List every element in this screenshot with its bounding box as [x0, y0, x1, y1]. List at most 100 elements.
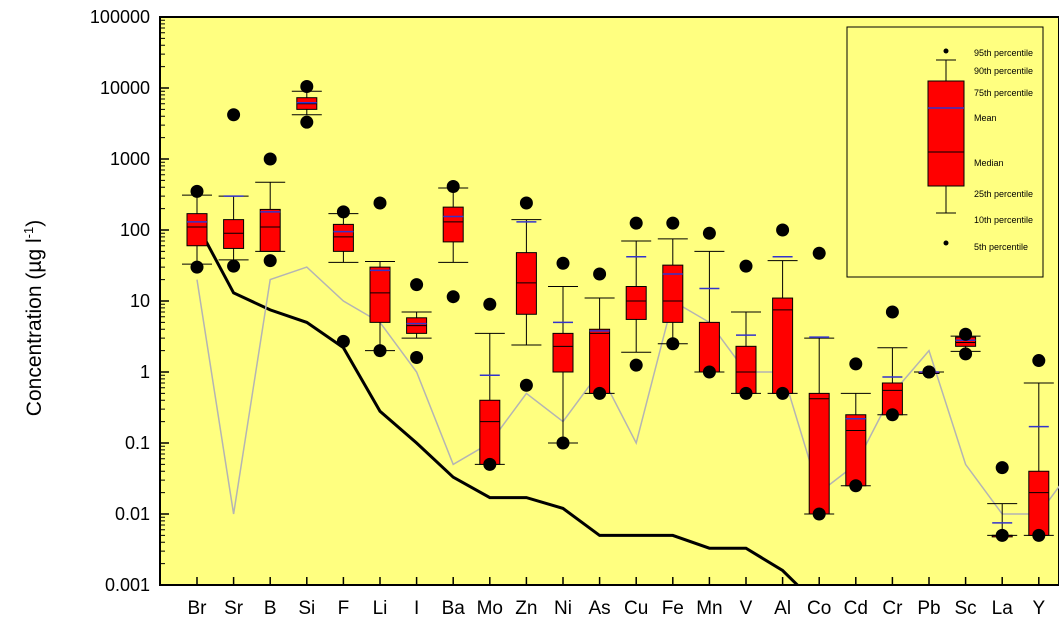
iqr-box — [698, 321, 720, 373]
p5-dot — [483, 457, 497, 471]
iqr-box — [223, 219, 245, 249]
x-tick-label: As — [589, 598, 611, 619]
box-La — [987, 461, 1018, 542]
p5-dot — [776, 386, 790, 400]
iqr-box — [662, 264, 684, 323]
x-tick-label: Ni — [554, 598, 572, 619]
p95-dot — [739, 259, 753, 273]
x-tick-label: Mo — [477, 598, 503, 619]
y-tick-label: 100000 — [90, 7, 150, 27]
y-tick-label: 0.01 — [115, 504, 150, 524]
x-tick-label: Sc — [955, 598, 977, 619]
x-tick-label: Fe — [662, 598, 684, 619]
reference-line-grey — [196, 266, 1059, 515]
legend-p5-dot — [943, 240, 949, 246]
legend-label-p90: 90th percentile — [974, 66, 1033, 76]
y-tick-label: 10000 — [100, 78, 150, 98]
iqr-box — [1028, 470, 1050, 536]
p95-dot — [263, 152, 277, 166]
legend-label-mean: Mean — [974, 113, 997, 123]
p5-dot — [263, 254, 277, 268]
p5-dot — [373, 344, 387, 358]
p5-dot — [702, 365, 716, 379]
x-tick-label: Si — [298, 598, 315, 619]
p95-dot — [446, 179, 460, 193]
p5-dot — [446, 290, 460, 304]
iqr-box — [369, 266, 391, 323]
p95-dot — [885, 305, 899, 319]
legend-box — [927, 80, 965, 187]
iqr-box — [552, 332, 574, 373]
p5-dot — [849, 479, 863, 493]
p95-dot — [410, 278, 424, 292]
box-Cd — [840, 357, 871, 493]
box-Cr — [877, 305, 908, 422]
box-Cu — [621, 216, 652, 372]
x-tick-label: B — [264, 598, 277, 619]
iqr-box — [735, 345, 757, 394]
box-Ni — [548, 256, 578, 450]
x-tick-label: Zn — [515, 598, 537, 619]
box-Y — [1023, 354, 1054, 542]
p95-dot — [995, 461, 1009, 475]
box-Fe — [657, 216, 688, 351]
p5-dot — [959, 347, 973, 361]
p95-dot — [519, 196, 533, 210]
x-tick-label: Br — [188, 598, 208, 619]
x-tick-label: Co — [807, 598, 831, 619]
box-Mn — [694, 226, 725, 379]
iqr-box — [625, 286, 647, 320]
p5-dot — [812, 507, 826, 521]
p5-dot — [593, 386, 607, 400]
p5-dot — [336, 334, 350, 348]
box-Mo — [474, 297, 505, 471]
p5-dot — [995, 528, 1009, 542]
box-Si — [291, 79, 322, 129]
box-Sr — [218, 108, 249, 273]
box-Zn — [511, 196, 542, 392]
p95-dot — [336, 205, 350, 219]
p95-dot — [666, 216, 680, 230]
p95-dot — [593, 267, 607, 281]
x-tick-label: Cd — [844, 598, 868, 619]
x-axis: Br Sr B Si F Li I Ba Mo Zn Ni As Cu Fe Mn V Al Co Cd Cr Pb Sc… — [188, 577, 1045, 619]
x-tick-label: Al — [774, 598, 791, 619]
p5-dot — [1032, 528, 1046, 542]
iqr-box — [259, 208, 281, 252]
iqr-box — [772, 297, 794, 394]
legend-p95-dot — [943, 48, 949, 54]
legend-label-q3: 75th percentile — [974, 88, 1033, 98]
p95-dot — [959, 327, 973, 341]
p5-dot — [410, 351, 424, 365]
x-tick-label: F — [338, 598, 350, 619]
box-I — [401, 278, 432, 365]
box-Sc — [950, 327, 981, 361]
box-plots — [182, 79, 1054, 542]
p95-dot — [776, 223, 790, 237]
legend: 95th percentile 90th percentile 75th perce… — [846, 26, 1044, 278]
x-tick-label: Y — [1032, 598, 1045, 619]
x-tick-label: Sr — [224, 598, 244, 619]
iqr-box — [332, 223, 354, 252]
p95-dot — [629, 216, 643, 230]
y-axis-label: Concentration (µg l-1) — [21, 219, 46, 417]
iqr-box — [442, 206, 464, 243]
x-tick-label: Ba — [442, 598, 466, 619]
p5-dot — [519, 378, 533, 392]
p5-dot — [666, 337, 680, 351]
box-Pb — [914, 365, 944, 379]
x-tick-label: Pb — [917, 598, 940, 619]
box-Al — [767, 223, 798, 400]
x-tick-label: I — [414, 598, 419, 619]
p95-dot — [556, 256, 570, 270]
box-Co — [804, 246, 835, 521]
x-tick-label: Mn — [696, 598, 722, 619]
p95-dot — [300, 79, 314, 93]
legend-label-median: Median — [974, 158, 1004, 168]
box-As — [584, 267, 615, 400]
p95-dot — [702, 226, 716, 240]
p95-dot — [1032, 354, 1046, 368]
iqr-box — [515, 252, 537, 315]
box-V — [731, 259, 761, 400]
p5-dot — [190, 260, 204, 274]
